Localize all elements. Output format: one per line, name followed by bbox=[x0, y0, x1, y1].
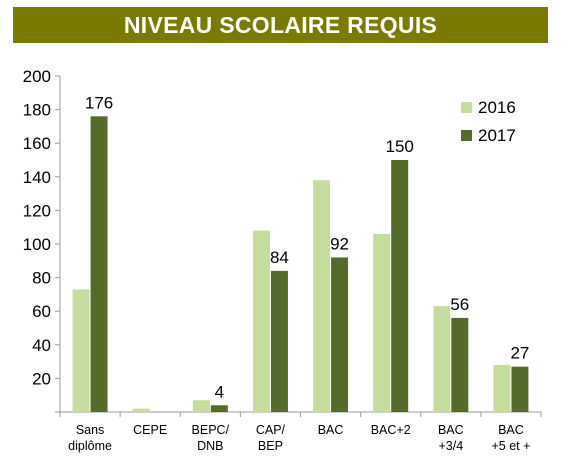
bar-2017 bbox=[90, 116, 108, 412]
y-tick-label: 120 bbox=[23, 201, 51, 220]
bar-2016 bbox=[192, 400, 210, 412]
bar-2017 bbox=[451, 317, 469, 412]
bar-2016 bbox=[493, 364, 511, 412]
x-category-label: BAC bbox=[438, 423, 464, 437]
x-category-label: BAC+2 bbox=[371, 423, 411, 437]
legend-swatch-2017 bbox=[461, 130, 472, 141]
x-category-label: BAC bbox=[318, 423, 344, 437]
bar-2016 bbox=[252, 230, 270, 412]
x-category-label: +3/4 bbox=[438, 439, 463, 453]
x-category-label: Sans bbox=[76, 423, 105, 437]
x-category-label: BEPC/ bbox=[192, 423, 230, 437]
y-tick-label: 200 bbox=[23, 67, 51, 86]
bar-2017 bbox=[270, 270, 288, 412]
bar-2016 bbox=[433, 306, 451, 412]
bar-2017 bbox=[331, 257, 349, 412]
bar-2016 bbox=[132, 408, 150, 412]
x-category-label: DNB bbox=[197, 439, 223, 453]
legend-label-2017: 2017 bbox=[478, 126, 516, 145]
y-tick-label: 20 bbox=[32, 369, 51, 388]
y-tick-label: 40 bbox=[32, 336, 51, 355]
x-category-label: CAP/ bbox=[256, 423, 286, 437]
chart-title-banner: NIVEAU SCOLAIRE REQUIS bbox=[13, 7, 548, 43]
bar-2017 bbox=[391, 160, 409, 412]
chart-title: NIVEAU SCOLAIRE REQUIS bbox=[123, 11, 438, 38]
data-label-2017: 176 bbox=[85, 93, 113, 112]
bar-2016 bbox=[72, 289, 90, 412]
x-category-label: +5 et + bbox=[491, 439, 530, 453]
x-category-label: BEP bbox=[258, 439, 283, 453]
y-tick-label: 60 bbox=[32, 302, 51, 321]
x-category-label: BAC bbox=[498, 423, 524, 437]
y-tick-label: 100 bbox=[23, 235, 51, 254]
data-label-2017: 56 bbox=[450, 295, 469, 314]
y-tick-label: 160 bbox=[23, 134, 51, 153]
y-tick-label: 80 bbox=[32, 269, 51, 288]
legend-swatch-2016 bbox=[461, 102, 472, 113]
data-label-2017: 4 bbox=[215, 382, 224, 401]
data-label-2017: 27 bbox=[510, 344, 529, 363]
bar-2017 bbox=[511, 366, 529, 412]
bar-2016 bbox=[373, 233, 391, 412]
y-tick-label: 180 bbox=[23, 101, 51, 120]
data-label-2017: 84 bbox=[270, 248, 289, 267]
data-label-2017: 92 bbox=[330, 234, 349, 253]
bar-2016 bbox=[313, 180, 331, 412]
x-category-label: diplôme bbox=[68, 439, 112, 453]
x-category-label: CEPE bbox=[133, 423, 167, 437]
y-tick-label: 140 bbox=[23, 168, 51, 187]
bar-2017 bbox=[210, 405, 228, 412]
legend-label-2016: 2016 bbox=[478, 98, 516, 117]
data-label-2017: 150 bbox=[386, 137, 414, 156]
